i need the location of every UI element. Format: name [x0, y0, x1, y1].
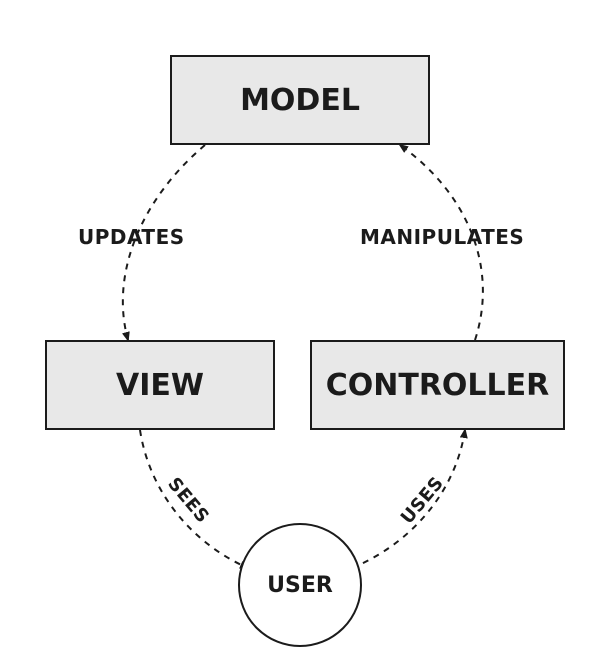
node-view: VIEW: [45, 340, 275, 430]
node-controller: CONTROLLER: [310, 340, 565, 430]
edge-label-sees: SEES: [163, 474, 213, 528]
node-user-label: USER: [267, 573, 333, 598]
node-user: USER: [238, 523, 362, 647]
edge-label-updates: UPDATES: [78, 225, 185, 249]
node-model-label: MODEL: [240, 83, 360, 118]
edge-label-uses: USES: [397, 473, 448, 529]
node-controller-label: CONTROLLER: [326, 368, 550, 403]
node-view-label: VIEW: [116, 368, 204, 403]
edge-label-manipulates: MANIPULATES: [360, 225, 524, 249]
node-model: MODEL: [170, 55, 430, 145]
